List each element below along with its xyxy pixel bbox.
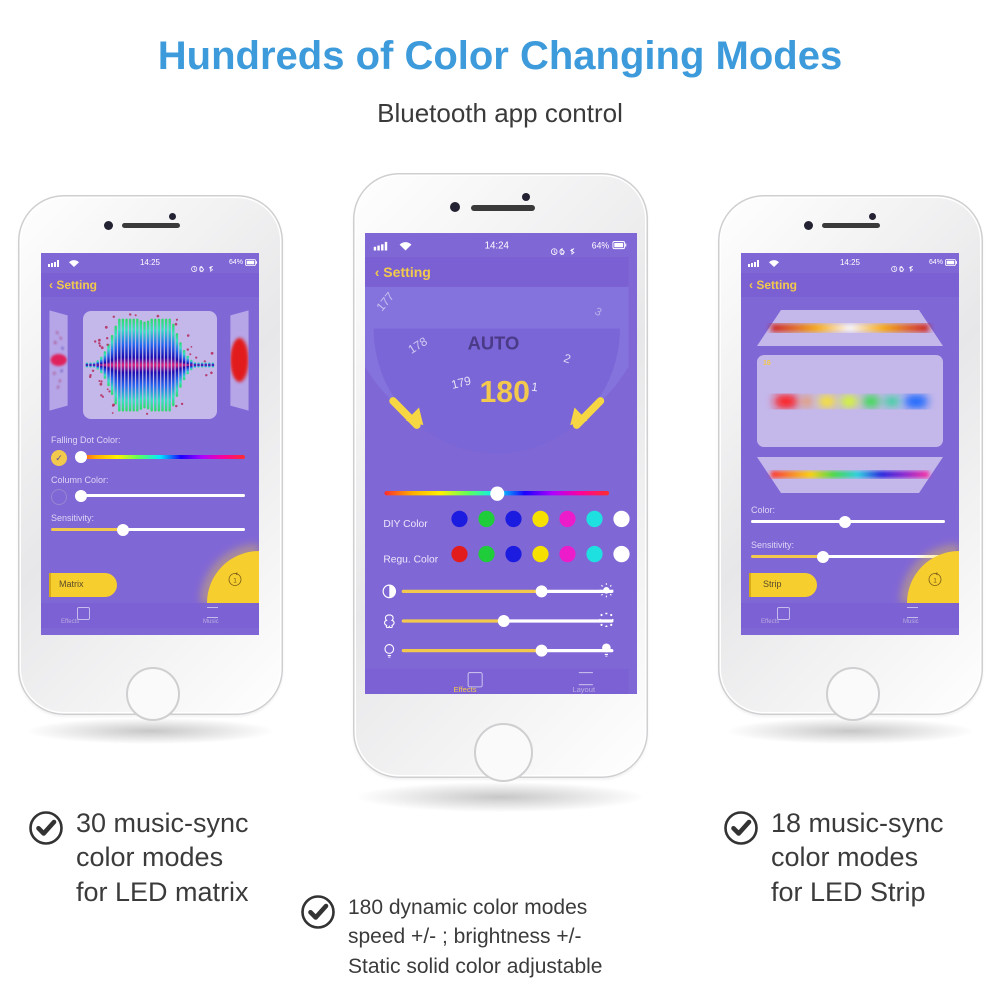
svg-text:1: 1 (233, 577, 237, 584)
svg-text:1: 1 (933, 577, 937, 584)
